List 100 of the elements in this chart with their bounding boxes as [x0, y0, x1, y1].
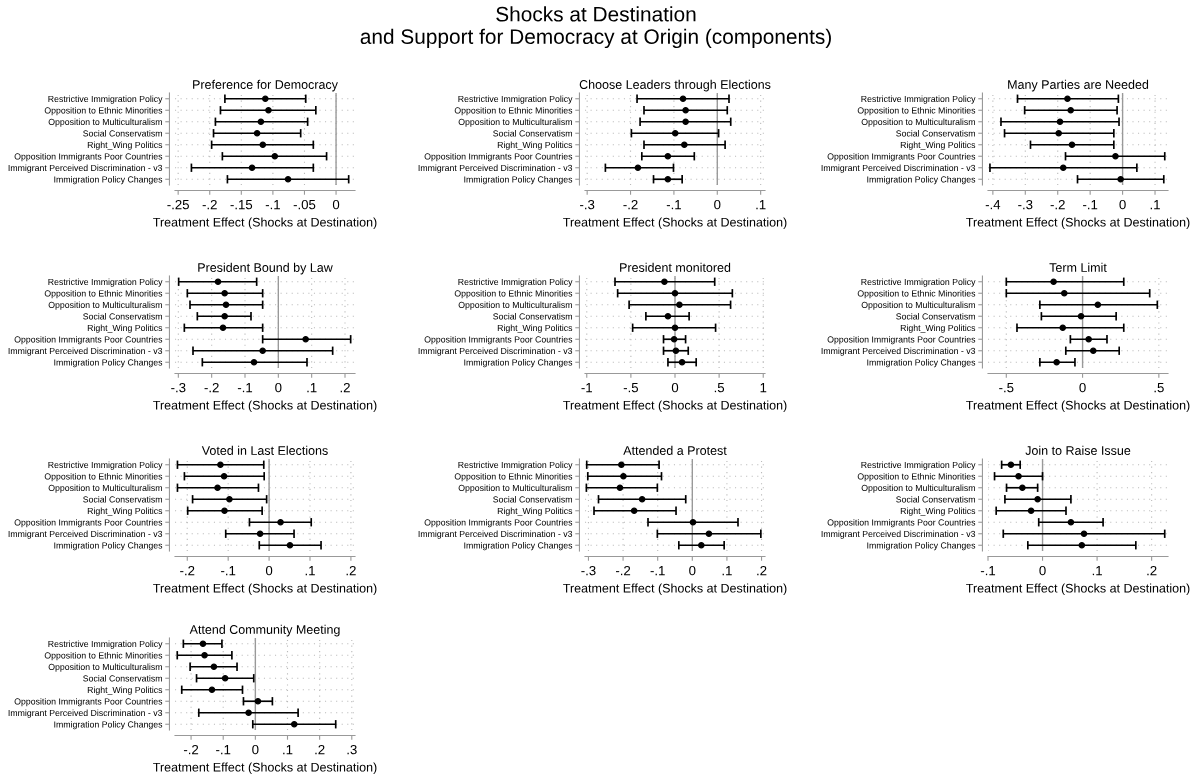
y-tick-label: Immigration Policy Changes — [54, 176, 163, 185]
point — [259, 347, 266, 355]
point — [620, 472, 627, 480]
y-tick-label: Right_Wing Politics — [87, 141, 163, 150]
y-tick-label: Opposition Immigrants Poor Countries — [14, 153, 163, 162]
point — [671, 324, 679, 332]
x-tick-label: -.1 — [666, 200, 681, 210]
y-tick-label: Opposition Immigrants Poor Countries — [14, 336, 163, 345]
point — [678, 358, 686, 366]
x-tick-label: -.3 — [1018, 199, 1033, 210]
point — [638, 495, 646, 503]
point — [1027, 507, 1035, 515]
x-tick-label: -.1 — [980, 566, 996, 576]
y-tick-label: Immigration Policy Changes — [54, 542, 163, 551]
point — [661, 278, 668, 286]
point — [245, 709, 252, 717]
x-tick-label: -.3 — [171, 382, 186, 393]
x-tick-label: -.1 — [216, 745, 231, 755]
point — [214, 278, 222, 286]
x-tick-label: -.25 — [167, 199, 189, 210]
point — [1078, 541, 1086, 549]
x-tick-label: -.1 — [650, 566, 665, 576]
point — [698, 541, 705, 549]
y-tick-label: Restrictive Immigration Policy — [48, 461, 163, 470]
point — [1117, 175, 1124, 183]
point — [672, 347, 680, 355]
x-axis-title: Treatment Effect (Shocks at Destination) — [153, 217, 377, 230]
x-tick-label: -.15 — [230, 200, 253, 210]
y-tick-label: Opposition to Multiculturalism — [458, 484, 572, 493]
point — [210, 663, 218, 671]
point — [250, 358, 258, 366]
y-tick-label: Restrictive Immigration Policy — [458, 95, 573, 104]
x-tick-label: -.2 — [204, 382, 219, 393]
point — [208, 686, 216, 694]
point — [676, 301, 683, 309]
x-axis-title: Treatment Effect (Shocks at Destination) — [966, 217, 1190, 230]
y-tick-label: Immigration Policy Changes — [464, 176, 573, 185]
x-tick-label: -.1 — [265, 200, 280, 210]
x-tick-label: .2 — [757, 565, 767, 576]
point — [1034, 495, 1041, 503]
y-tick-label: Immigration Policy Changes — [867, 542, 976, 551]
point — [254, 697, 262, 705]
point — [1056, 118, 1064, 126]
point — [221, 312, 228, 320]
x-tick-label: -.4 — [985, 200, 1001, 210]
y-tick-label: Opposition to Ethnic Minorities — [857, 107, 976, 116]
x-tick-label: .1 — [1092, 566, 1102, 576]
y-tick-label: Opposition Immigrants Poor Countries — [14, 519, 163, 528]
y-tick-label: Immigration Policy Changes — [464, 359, 573, 368]
y-tick-label: Opposition to Ethnic Minorities — [454, 290, 573, 299]
y-tick-label: Right_Wing Politics — [87, 324, 163, 333]
y-tick-label: Restrictive Immigration Policy — [48, 640, 163, 649]
x-axis-title: Treatment Effect (Shocks at Destination) — [563, 400, 787, 413]
point — [262, 95, 269, 103]
y-tick-label: Opposition to Multiculturalism — [861, 484, 975, 493]
point — [271, 152, 279, 160]
point — [221, 674, 229, 682]
y-tick-label: Restrictive Immigration Policy — [48, 278, 163, 287]
y-tick-label: Immigrant Perceived Discrimination - v3 — [418, 347, 573, 356]
x-tick-label: 0 — [1079, 382, 1086, 393]
chart-title: Term Limit — [1049, 262, 1107, 272]
point — [1015, 472, 1022, 480]
y-tick-label: Social Conservatism — [896, 313, 975, 320]
x-tick-label: -.2 — [202, 199, 217, 210]
x-axis-title: Treatment Effect (Shocks at Destination) — [966, 400, 1190, 413]
point — [1059, 164, 1067, 172]
y-tick-label: Immigration Policy Changes — [867, 176, 976, 185]
point — [671, 289, 679, 297]
y-tick-label: Social Conservatism — [83, 313, 162, 320]
y-tick-label: Immigrant Perceived Discrimination - v3 — [418, 164, 573, 173]
y-tick-label: Immigration Policy Changes — [54, 359, 163, 368]
point — [1112, 152, 1119, 160]
x-tick-label: .5 — [1154, 383, 1164, 393]
y-tick-label: Immigration Policy Changes — [464, 542, 573, 551]
x-axis-title: Treatment Effect (Shocks at Destination) — [153, 400, 377, 413]
point — [634, 164, 642, 172]
x-tick-label: -.5 — [999, 383, 1014, 393]
point — [630, 507, 638, 515]
point — [199, 640, 207, 648]
point — [302, 335, 309, 343]
y-tick-label: Opposition to Ethnic Minorities — [44, 290, 163, 299]
y-tick-label: Immigrant Perceived Discrimination - v3 — [418, 530, 573, 539]
x-tick-label: -.2 — [183, 744, 199, 755]
x-tick-label: .1 — [305, 566, 315, 576]
y-tick-label: Social Conservatism — [896, 496, 975, 503]
chart-title: Join to Raise Issue — [1025, 445, 1131, 455]
point — [248, 164, 256, 172]
y-tick-label: Opposition to Multiculturalism — [48, 118, 162, 127]
x-tick-label: 0 — [1039, 565, 1046, 576]
y-tick-label: Right_Wing Politics — [497, 141, 573, 150]
y-tick-label: Opposition to Ethnic Minorities — [454, 473, 573, 482]
x-axis-title: Treatment Effect (Shocks at Destination) — [563, 583, 787, 596]
point — [1064, 95, 1071, 103]
y-tick-label: Opposition Immigrants Poor Countries — [827, 153, 976, 162]
x-axis-title: Treatment Effect (Shocks at Destination) — [153, 583, 377, 596]
y-tick-label: Opposition to Multiculturalism — [48, 484, 162, 493]
y-tick-label: Opposition to Ethnic Minorities — [44, 473, 163, 482]
point — [1055, 129, 1062, 137]
chart-title: Preference for Democracy — [193, 79, 338, 92]
point — [201, 651, 208, 659]
